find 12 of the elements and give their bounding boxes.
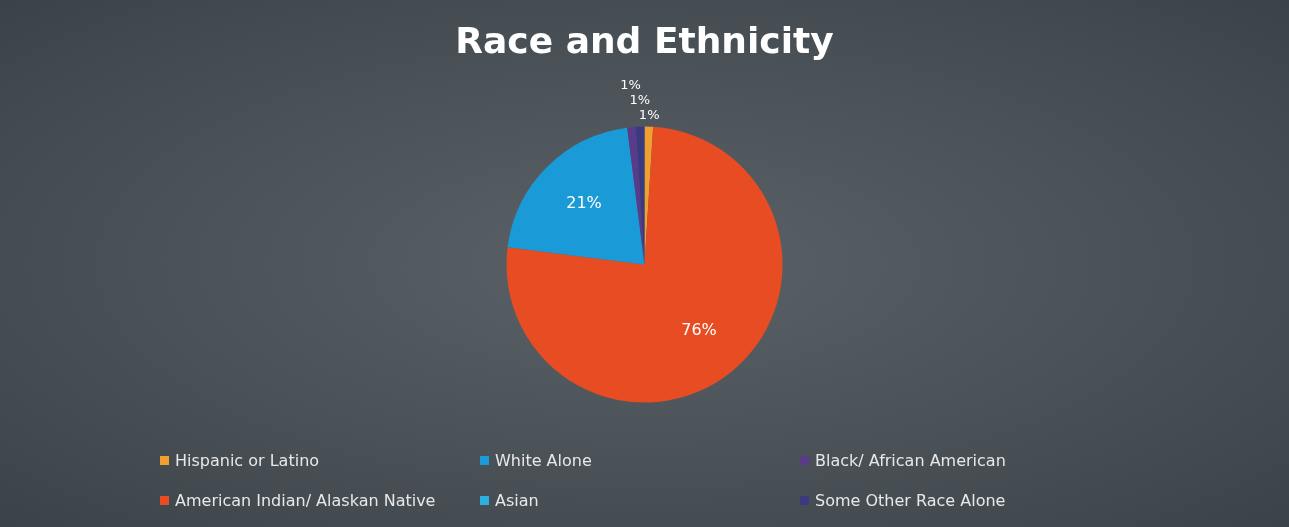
data-label: 76%	[681, 319, 717, 339]
legend-label: Some Other Race Alone	[815, 490, 1006, 510]
data-label: 1%	[629, 92, 651, 108]
legend-label: Black/ African American	[815, 450, 1006, 470]
legend-label: Asian	[495, 490, 539, 510]
data-label: 1%	[638, 107, 660, 123]
data-label: 1%	[620, 77, 641, 93]
chart-title: Race and Ethnicity	[455, 19, 834, 61]
legend-label: Hispanic or Latino	[175, 450, 320, 470]
legend-label: White Alone	[495, 450, 592, 470]
data-label: 21%	[566, 193, 602, 213]
legend-label: American Indian/ Alaskan Native	[175, 490, 436, 510]
